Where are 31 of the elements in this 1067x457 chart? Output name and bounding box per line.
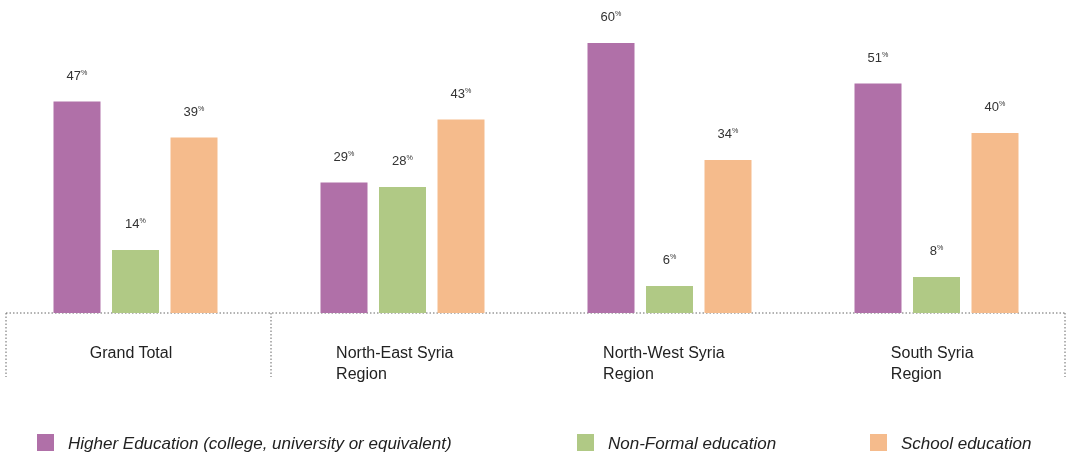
- data-label: 40$^{%}$: [984, 99, 1007, 114]
- x-tick-label: South Syria Region: [890, 344, 974, 382]
- data-label: 47$^{%}$: [66, 67, 89, 83]
- bar: [320, 182, 368, 313]
- legend-label: School education: [901, 434, 1032, 453]
- data-label: 29$^{%}$: [333, 148, 356, 164]
- bar: [646, 286, 693, 313]
- data-label: 6$^{%}$: [662, 252, 677, 267]
- legend-label: Higher Education (college, university or equivalent): [68, 434, 452, 453]
- x-tick-label: Grand Total: [89, 344, 173, 361]
- bar: [854, 83, 902, 313]
- legend-label: Non-Formal education: [608, 434, 777, 453]
- bar: [53, 101, 101, 313]
- bar: [971, 133, 1019, 313]
- data-label: 39$^{%}$: [183, 103, 206, 119]
- bar: [587, 43, 635, 313]
- bar: [437, 119, 485, 313]
- x-tick-label: North-East Syria Region: [336, 344, 454, 382]
- bar: [170, 137, 218, 313]
- x-tick-label: North-West Syria Region: [603, 344, 725, 382]
- bar: [704, 160, 752, 313]
- data-label: 51$^{%}$: [867, 49, 890, 65]
- data-label: 14$^{%}$: [125, 216, 147, 231]
- data-label: 34$^{%}$: [717, 126, 740, 141]
- bar: [913, 277, 960, 313]
- bar: [379, 187, 426, 313]
- data-label: 60$^{%}$: [600, 9, 623, 24]
- data-label: 8$^{%}$: [929, 243, 944, 258]
- data-label: 28$^{%}$: [392, 153, 414, 168]
- data-label: 43$^{%}$: [450, 85, 473, 101]
- bar: [112, 250, 159, 313]
